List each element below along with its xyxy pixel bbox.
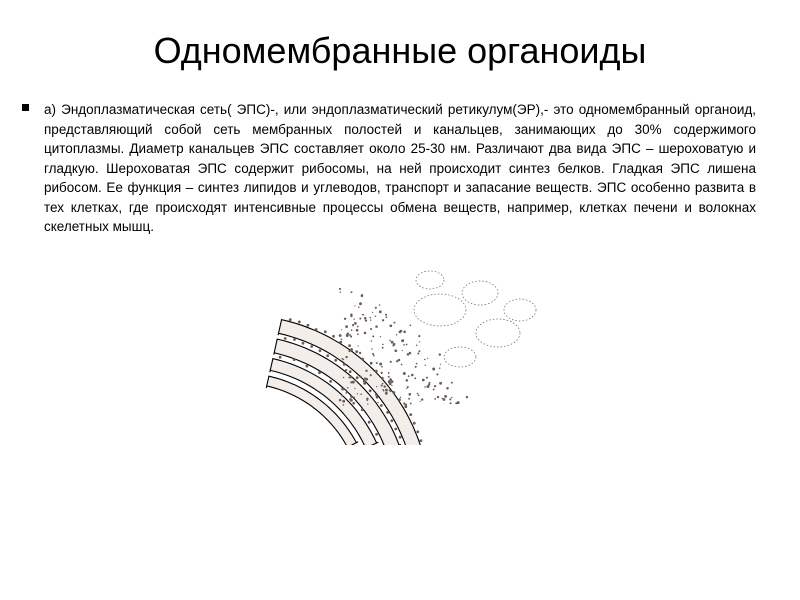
slide: Одномембранные органоиды а) Эндоплазмати…	[0, 0, 800, 600]
page-title: Одномембранные органоиды	[40, 30, 760, 72]
bullet-marker	[22, 104, 29, 111]
figure-container	[40, 255, 760, 445]
er-diagram	[230, 255, 570, 445]
body-paragraph: а) Эндоплазматическая сеть( ЭПС)-, или э…	[40, 100, 760, 237]
